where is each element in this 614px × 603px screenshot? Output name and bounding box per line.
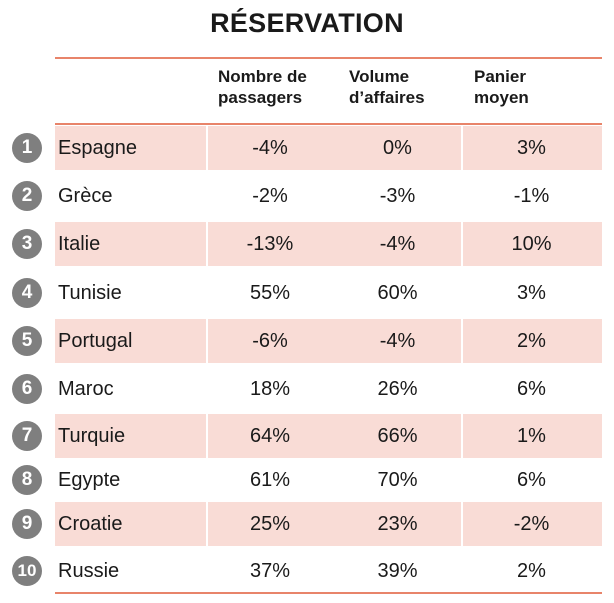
header-passagers-line1: Nombre de xyxy=(218,67,307,86)
column-separator xyxy=(461,414,463,458)
affaires-value: 26% xyxy=(377,378,418,400)
affaires-value: 0% xyxy=(383,137,412,159)
country-name: Espagne xyxy=(58,137,137,159)
affaires-value: -4% xyxy=(379,233,416,255)
header-panier-line2: moyen xyxy=(474,88,529,107)
panier-value: 3% xyxy=(517,282,546,304)
row-shade xyxy=(55,319,602,363)
column-separator xyxy=(461,126,463,170)
header-panier-line1: Panier xyxy=(474,67,526,86)
country-name: Grèce xyxy=(58,185,113,207)
country-name: Egypte xyxy=(58,469,121,491)
passagers-value: -2% xyxy=(252,185,288,207)
panier-value: 2% xyxy=(517,560,546,582)
column-separator xyxy=(461,222,463,266)
table-row: 8 Egypte 61% 70% 6% xyxy=(0,458,614,502)
passagers-value: -6% xyxy=(252,330,288,352)
country-name: Italie xyxy=(58,233,101,255)
row-shade xyxy=(55,126,602,170)
rank-badge: 3 xyxy=(12,229,42,259)
passagers-value: -4% xyxy=(252,137,288,159)
affaires-value: 70% xyxy=(377,469,418,491)
rank-badge: 1 xyxy=(12,133,42,163)
rank-badge: 6 xyxy=(12,374,42,404)
table-row: 7 Turquie 64% 66% 1% xyxy=(0,414,614,458)
table-row: 2 Grèce -2% -3% -1% xyxy=(0,174,614,218)
rank-badge: 9 xyxy=(12,509,42,539)
column-separator xyxy=(461,502,463,546)
table-row: 6 Maroc 18% 26% 6% xyxy=(0,367,614,411)
page-title: RÉSERVATION xyxy=(210,8,404,38)
affaires-value: 39% xyxy=(377,560,418,582)
header-passagers-line2: passagers xyxy=(218,88,303,107)
panier-value: 1% xyxy=(517,425,546,447)
table-row: 9 Croatie 25% 23% -2% xyxy=(0,502,614,546)
affaires-value: -4% xyxy=(379,330,416,352)
header-bottom-rule xyxy=(55,123,602,125)
column-separator xyxy=(206,222,208,266)
rank-badge: 10 xyxy=(12,556,42,586)
header-affaires: Volume d’affaires xyxy=(349,66,425,108)
table-row: 10 Russie 37% 39% 2% xyxy=(0,549,614,593)
rank-badge: 5 xyxy=(12,326,42,356)
passagers-value: 25% xyxy=(249,513,291,535)
panier-value: 10% xyxy=(511,233,552,255)
column-separator xyxy=(206,502,208,546)
country-name: Portugal xyxy=(58,330,133,352)
country-name: Croatie xyxy=(58,513,123,535)
country-name: Turquie xyxy=(58,425,126,447)
panier-value: 6% xyxy=(517,469,546,491)
column-separator xyxy=(461,319,463,363)
country-name: Russie xyxy=(58,560,120,582)
affaires-value: 60% xyxy=(377,282,418,304)
passagers-value: 18% xyxy=(249,378,291,400)
table-row: 5 Portugal -6% -4% 2% xyxy=(0,319,614,363)
header-affaires-line1: Volume xyxy=(349,67,410,86)
passagers-value: 64% xyxy=(249,425,291,447)
passagers-value: 55% xyxy=(249,282,291,304)
rank-badge: 2 xyxy=(12,181,42,211)
table-row: 4 Tunisie 55% 60% 3% xyxy=(0,271,614,315)
rank-badge: 7 xyxy=(12,421,42,451)
header-top-rule xyxy=(55,57,602,59)
column-separator xyxy=(206,414,208,458)
passagers-value: -13% xyxy=(246,233,294,255)
table-bottom-rule xyxy=(55,592,602,594)
column-separator xyxy=(206,126,208,170)
affaires-value: 23% xyxy=(377,513,418,535)
panier-value: 3% xyxy=(517,137,546,159)
affaires-value: 66% xyxy=(377,425,418,447)
header-affaires-line2: d’affaires xyxy=(349,88,425,107)
country-name: Maroc xyxy=(58,378,114,400)
panier-value: 6% xyxy=(517,378,546,400)
row-shade xyxy=(55,222,602,266)
panier-value: -2% xyxy=(513,513,550,535)
table-row: 1 Espagne -4% 0% 3% xyxy=(0,126,614,170)
header-passagers: Nombre de passagers xyxy=(218,66,307,108)
table-row: 3 Italie -13% -4% 10% xyxy=(0,222,614,266)
rank-badge: 8 xyxy=(12,465,42,495)
panier-value: 2% xyxy=(517,330,546,352)
affaires-value: -3% xyxy=(379,185,416,207)
passagers-value: 61% xyxy=(249,469,291,491)
row-shade xyxy=(55,414,602,458)
passagers-value: 37% xyxy=(249,560,291,582)
header-panier: Panier moyen xyxy=(474,66,529,108)
country-name: Tunisie xyxy=(58,282,122,304)
row-shade xyxy=(55,502,602,546)
panier-value: -1% xyxy=(513,185,550,207)
rank-badge: 4 xyxy=(12,278,42,308)
column-separator xyxy=(206,319,208,363)
